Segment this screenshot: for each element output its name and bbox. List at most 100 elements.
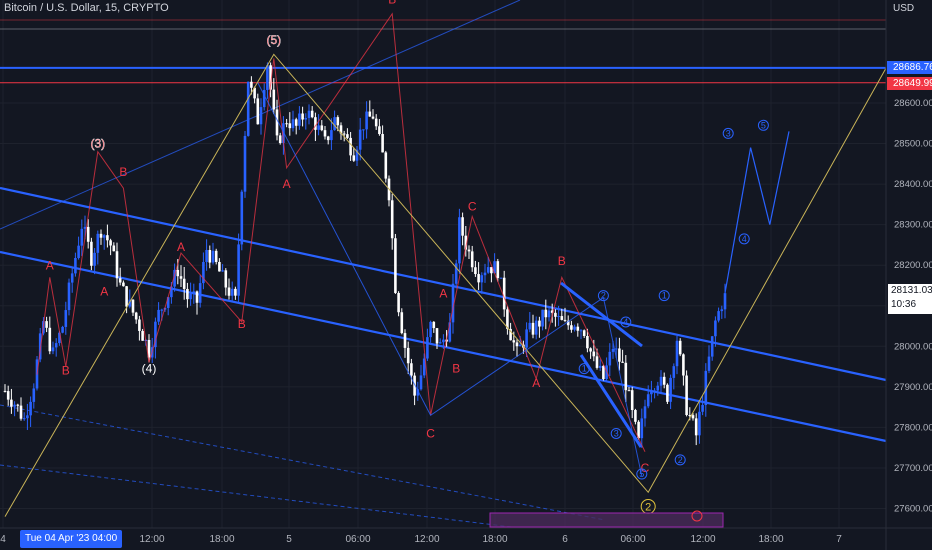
candle-body bbox=[470, 251, 474, 268]
candle-body bbox=[186, 288, 189, 300]
candle-body bbox=[291, 119, 295, 129]
candle-body bbox=[214, 250, 218, 262]
candle-body bbox=[419, 375, 423, 390]
candle-body bbox=[32, 388, 36, 402]
wave-label: (4) bbox=[142, 362, 157, 376]
candle-body bbox=[467, 249, 471, 252]
candle-body bbox=[326, 136, 330, 141]
candle-body bbox=[429, 321, 432, 338]
candle-body bbox=[602, 365, 605, 380]
candle-body bbox=[410, 363, 413, 376]
x-tick-label: 5 bbox=[286, 534, 292, 545]
wave-label: A bbox=[439, 287, 447, 301]
candle-body bbox=[173, 269, 176, 287]
wave-label: B bbox=[119, 165, 127, 179]
circled-label: 2 bbox=[645, 501, 651, 513]
candle-body bbox=[480, 275, 484, 283]
candle-body bbox=[717, 311, 720, 321]
circled-label: 4 bbox=[742, 234, 747, 244]
candle-body bbox=[688, 414, 692, 416]
candle-body bbox=[346, 134, 349, 138]
circled-label-ring bbox=[722, 127, 734, 139]
candle-body bbox=[653, 390, 656, 392]
candle-body bbox=[662, 376, 666, 385]
y-tick-label: 27700.00 bbox=[894, 463, 932, 474]
candle-body bbox=[506, 309, 509, 329]
wave-label: C bbox=[641, 461, 650, 475]
wave-label: A bbox=[46, 258, 54, 272]
channel-line-upper bbox=[0, 186, 887, 382]
candle-body bbox=[698, 411, 701, 436]
candle-body bbox=[102, 235, 106, 238]
candle-body bbox=[512, 340, 516, 343]
candle-body bbox=[336, 117, 340, 126]
y-tick-label: 28000.00 bbox=[894, 341, 932, 352]
circled-label-ring bbox=[738, 233, 750, 245]
candle-body bbox=[675, 340, 679, 367]
candle-body bbox=[403, 333, 407, 348]
candle-body bbox=[74, 257, 77, 274]
candle-body bbox=[182, 278, 186, 289]
wedge-line bbox=[560, 281, 643, 348]
candle-body bbox=[461, 217, 464, 236]
wave-label: B bbox=[62, 364, 70, 378]
candle-body bbox=[262, 89, 266, 108]
candle-body bbox=[362, 129, 365, 131]
candle-body bbox=[192, 291, 196, 294]
candle-body bbox=[426, 337, 429, 359]
x-tick-label: 6 bbox=[562, 534, 568, 545]
candle-body bbox=[205, 250, 208, 262]
candle-body bbox=[80, 228, 84, 246]
lightning-icon bbox=[691, 510, 703, 522]
candle-body bbox=[611, 348, 615, 352]
candle-body bbox=[131, 299, 135, 313]
candle-body bbox=[618, 348, 621, 362]
candle-body bbox=[301, 113, 304, 120]
symbol-title[interactable]: Bitcoin / U.S. Dollar, 15, CRYPTO bbox=[4, 2, 169, 14]
candle-body bbox=[83, 226, 87, 229]
x-tick-label: 7 bbox=[836, 534, 842, 545]
candle-body bbox=[355, 149, 359, 161]
candle-body bbox=[317, 125, 320, 130]
candle-body bbox=[544, 309, 548, 318]
x-tick-label: 18:00 bbox=[209, 534, 234, 545]
candle-body bbox=[349, 137, 352, 156]
candle-body bbox=[627, 390, 631, 392]
candle-body bbox=[528, 322, 532, 330]
x-tick-label: 18:00 bbox=[482, 534, 507, 545]
circled-label: 2 bbox=[678, 455, 683, 465]
candle-body bbox=[67, 282, 71, 311]
candle-body bbox=[557, 316, 560, 318]
candle-body bbox=[166, 297, 170, 308]
zigzag-line bbox=[4, 53, 887, 517]
candle-body bbox=[237, 244, 240, 296]
candle-body bbox=[477, 274, 480, 283]
candle-body bbox=[374, 118, 378, 127]
candle-body bbox=[691, 415, 695, 419]
crosshair-date-badge: Tue 04 Apr '23 04:00 bbox=[20, 530, 123, 548]
candle-body bbox=[122, 282, 125, 287]
candle-body bbox=[672, 366, 676, 378]
candle-body bbox=[58, 332, 61, 344]
circled-label-ring bbox=[610, 427, 622, 439]
candle-body bbox=[29, 401, 32, 416]
candle-body bbox=[339, 125, 343, 134]
candle-body bbox=[656, 385, 660, 391]
candle-body bbox=[272, 89, 276, 110]
circled-label-ring bbox=[620, 316, 632, 328]
wave-label: A bbox=[532, 376, 540, 390]
candle-body bbox=[243, 135, 247, 192]
candle-body bbox=[499, 277, 503, 279]
candle-body bbox=[474, 267, 477, 275]
candle-body bbox=[218, 261, 221, 272]
y-tick-label: 27800.00 bbox=[894, 422, 932, 433]
circled-label: 1 bbox=[582, 364, 587, 374]
x-tick-label: 12:00 bbox=[690, 534, 715, 545]
candle-body bbox=[118, 278, 122, 283]
circled-label: 5 bbox=[761, 120, 766, 130]
currency-label: USD bbox=[893, 3, 915, 14]
y-tick-label: 28400.00 bbox=[894, 179, 932, 190]
